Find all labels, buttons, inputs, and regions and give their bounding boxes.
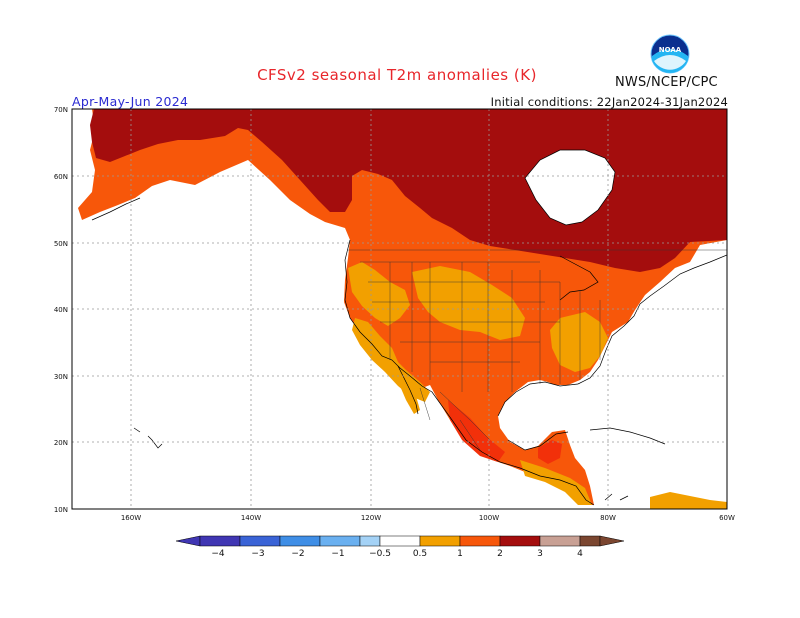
colorbar-segment [539, 535, 581, 547]
colorbar-label: 2 [497, 549, 503, 559]
colorbar-label: −0.5 [369, 549, 391, 559]
map-frame [71, 108, 728, 510]
colorbar-high-arrow [599, 535, 625, 547]
lon-tick-label: 160W [121, 514, 141, 522]
colorbar-segment [359, 535, 381, 547]
land-anomaly-0.5-1-samerica [650, 492, 727, 509]
colorbar-segment [499, 535, 541, 547]
colorbar-segment [319, 535, 361, 547]
lon-tick-label: 80W [600, 514, 616, 522]
colorbar-label: 4 [577, 549, 583, 559]
colorbar-label: −2 [291, 549, 304, 559]
hudson-bay [525, 150, 615, 225]
agency-label: NWS/NCEP/CPC [615, 75, 718, 90]
colorbar-label: 1 [457, 549, 463, 559]
lat-tick-label: 40N [54, 306, 68, 314]
state-borders [348, 249, 727, 451]
colorbar-segment [419, 535, 461, 547]
colorbar-low-arrow [175, 535, 201, 547]
colorbar-label: −1 [331, 549, 344, 559]
lat-tick-label: 10N [54, 506, 68, 514]
colorbar-segment [199, 535, 241, 547]
map-title: CFSv2 seasonal T2m anomalies (K) [257, 66, 537, 84]
latitude-axis: 70N 60N 50N 40N 30N 20N 10N [54, 106, 68, 514]
lon-tick-label: 100W [479, 514, 499, 522]
graticule [72, 109, 727, 509]
colorbar-segment [239, 535, 281, 547]
land-anomaly-0.5-1-baja [400, 372, 420, 414]
colorbar-label: 3 [537, 549, 543, 559]
colorbar-segment [279, 535, 321, 547]
land-anomaly-0.5-1-southwest [352, 318, 430, 402]
colorbar-segment [459, 535, 501, 547]
lon-tick-label: 120W [361, 514, 381, 522]
lon-tick-label: 60W [719, 514, 735, 522]
longitude-axis: 160W 140W 120W 100W 80W 60W [121, 514, 735, 522]
coastlines [91, 149, 727, 506]
lon-tick-label: 140W [241, 514, 261, 522]
colorbar: −4 −3 −2 −1 −0.5 0.5 1 2 3 4 [175, 535, 625, 559]
lat-tick-label: 30N [54, 373, 68, 381]
lat-tick-label: 70N [54, 106, 68, 114]
colorbar-segment [379, 535, 421, 547]
land-anomaly-0.5-1-west [348, 262, 410, 326]
land-anomaly-2-3-mexico [448, 400, 505, 462]
colorbar-label: 0.5 [413, 549, 427, 559]
land-anomaly-0.5-1-plains [412, 266, 525, 340]
land-anomaly-0.5-1-southeast [550, 312, 608, 372]
lat-tick-label: 20N [54, 439, 68, 447]
land-anomaly-0.5-1-cenam [520, 460, 592, 505]
colorbar-segment [579, 535, 601, 547]
season-label: Apr-May-Jun 2024 [72, 94, 189, 109]
noaa-logo: NOAA [650, 34, 690, 74]
lat-tick-label: 60N [54, 173, 68, 181]
noaa-logo-text: NOAA [659, 46, 682, 54]
initial-conditions-label: Initial conditions: 22Jan2024-31Jan2024 [490, 95, 728, 109]
colorbar-label: −3 [251, 549, 264, 559]
lat-tick-label: 50N [54, 240, 68, 248]
land-anomaly-2-3-yucatan [538, 440, 562, 464]
colorbar-label: −4 [211, 549, 225, 559]
